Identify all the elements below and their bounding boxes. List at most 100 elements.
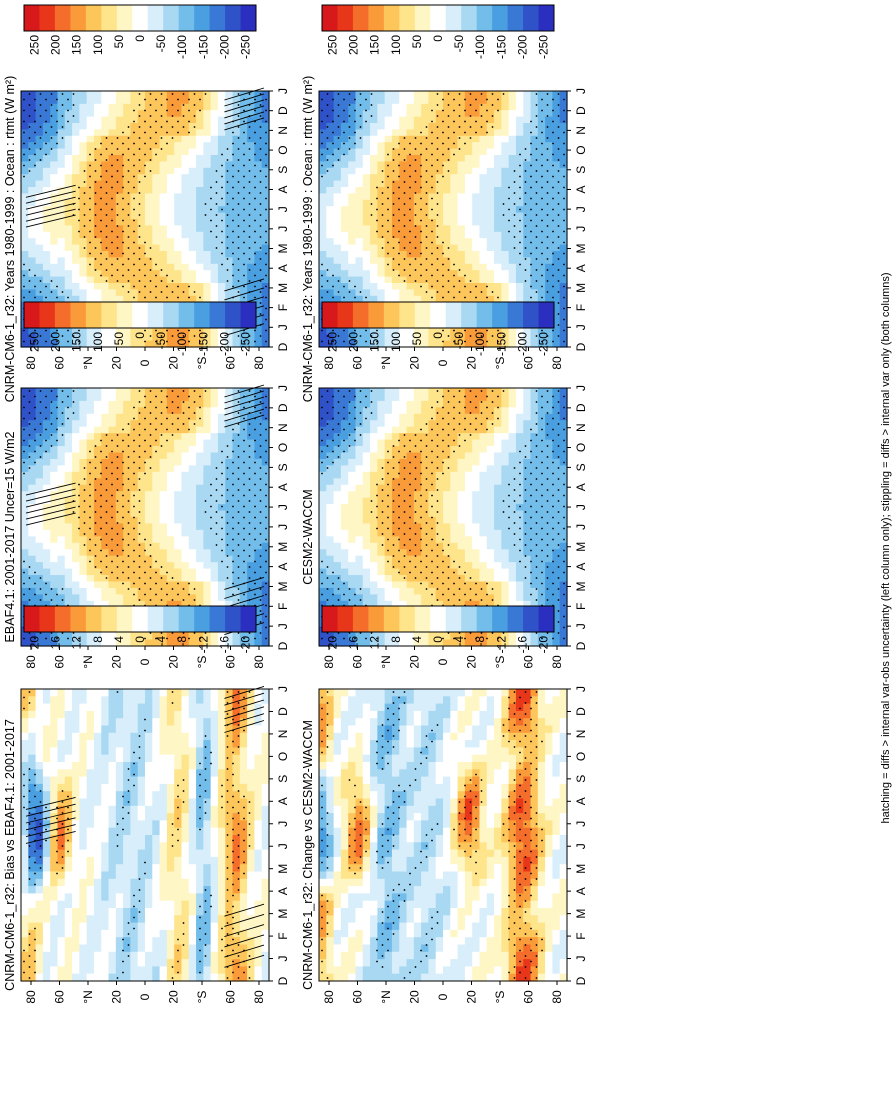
heatmap-cell: [501, 123, 510, 130]
heatmap-cell: [50, 529, 59, 537]
heatmap-cell: [79, 270, 88, 278]
heatmap-cell: [72, 523, 80, 531]
heatmap-cell: [166, 334, 175, 342]
heatmap-cell: [21, 458, 29, 466]
heatmap-cell: [64, 174, 73, 182]
stipple-dot: [111, 219, 113, 222]
heatmap-cell: [384, 174, 393, 182]
stipple-dot: [403, 225, 406, 227]
stipple-dot: [524, 170, 527, 172]
heatmap-cell: [93, 510, 102, 518]
heatmap-cell: [86, 123, 95, 130]
stipple-dot: [359, 115, 362, 117]
heatmap-cell: [239, 231, 248, 239]
heatmap-cell: [196, 446, 204, 454]
heatmap-cell: [123, 129, 132, 137]
heatmap-cell: [232, 283, 241, 290]
heatmap-cell: [152, 433, 161, 441]
heatmap-cell: [152, 413, 161, 421]
heatmap-cell: [174, 295, 183, 303]
heatmap-cell: [101, 471, 110, 479]
heatmap-cell: [203, 103, 212, 111]
heatmap-cell: [196, 529, 204, 537]
heatmap-cell: [362, 116, 371, 124]
heatmap-cell: [42, 91, 51, 98]
heatmap-cell: [159, 529, 168, 537]
heatmap-cell: [72, 529, 80, 537]
stipple-dot: [458, 126, 461, 128]
heatmap-cell: [57, 263, 66, 271]
stipple-dot: [480, 115, 483, 117]
heatmap-cell: [428, 193, 437, 201]
heatmap-cell: [254, 97, 263, 105]
heatmap-cell: [552, 295, 561, 303]
heatmap-cell: [508, 334, 517, 342]
stipple-dot: [149, 148, 152, 150]
heatmap-cell: [42, 529, 51, 537]
stipple-dot: [89, 252, 91, 255]
heatmap-cell: [93, 446, 102, 454]
heatmap-cell: [472, 91, 481, 98]
heatmap-cell: [362, 91, 371, 98]
stipple-dot: [28, 148, 31, 150]
stipple-dot: [557, 104, 560, 106]
heatmap-cell: [486, 129, 495, 137]
stipple-dot: [89, 241, 91, 244]
heatmap-cell: [399, 174, 408, 182]
heatmap-cell: [166, 340, 175, 348]
stipple-dot: [431, 274, 433, 277]
heatmap-cell: [145, 400, 153, 408]
stipple-dot: [265, 285, 267, 288]
heatmap-cell: [101, 295, 110, 303]
heatmap-cell: [159, 238, 168, 246]
heatmap-cell: [188, 91, 197, 98]
heatmap-cell: [101, 452, 110, 460]
heatmap-cell: [247, 439, 256, 447]
heatmap-cell: [559, 97, 568, 105]
latitude-tick-label: 80: [252, 356, 266, 370]
heatmap-cell: [501, 219, 510, 226]
heatmap-cell: [72, 458, 80, 466]
heatmap-cell: [101, 97, 110, 105]
stipple-dot: [480, 335, 483, 337]
stipple-dot: [524, 214, 527, 216]
heatmap-cell: [217, 517, 226, 525]
heatmap-cell: [115, 510, 124, 518]
heatmap-cell: [137, 478, 146, 486]
stipple-dot: [332, 164, 334, 167]
heatmap-cell: [72, 484, 80, 492]
heatmap-cell: [130, 504, 139, 512]
heatmap-cell: [217, 446, 226, 454]
heatmap-cell: [326, 91, 335, 98]
stipple-dot: [265, 241, 267, 244]
heatmap-cell: [50, 180, 59, 188]
stipple-dot: [414, 269, 417, 271]
stipple-dot: [425, 137, 428, 139]
heatmap-cell: [479, 327, 488, 335]
heatmap-cell: [123, 212, 132, 220]
heatmap-cell: [130, 148, 139, 156]
heatmap-cell: [261, 180, 270, 188]
heatmap-cell: [537, 270, 546, 278]
heatmap-cell: [406, 327, 415, 335]
heatmap-cell: [21, 231, 29, 239]
heatmap-cell: [225, 295, 234, 303]
heatmap-cell: [247, 263, 256, 271]
heatmap-cell: [210, 536, 219, 544]
heatmap-cell: [384, 219, 393, 226]
heatmap-cell: [130, 263, 139, 271]
heatmap-cell: [508, 180, 517, 188]
latitude-tick-label: 80: [24, 356, 38, 370]
heatmap-cell: [559, 123, 568, 130]
heatmap-cell: [362, 142, 371, 150]
heatmap-cell: [261, 225, 270, 233]
heatmap-cell: [152, 180, 161, 188]
heatmap-cell: [450, 238, 459, 246]
heatmap-cell: [101, 270, 110, 278]
heatmap-cell: [370, 257, 378, 265]
heatmap-cell: [57, 407, 66, 415]
stipple-dot: [160, 291, 163, 293]
heatmap-cell: [348, 244, 357, 252]
heatmap-cell: [42, 497, 51, 505]
heatmap-cell: [457, 123, 466, 130]
